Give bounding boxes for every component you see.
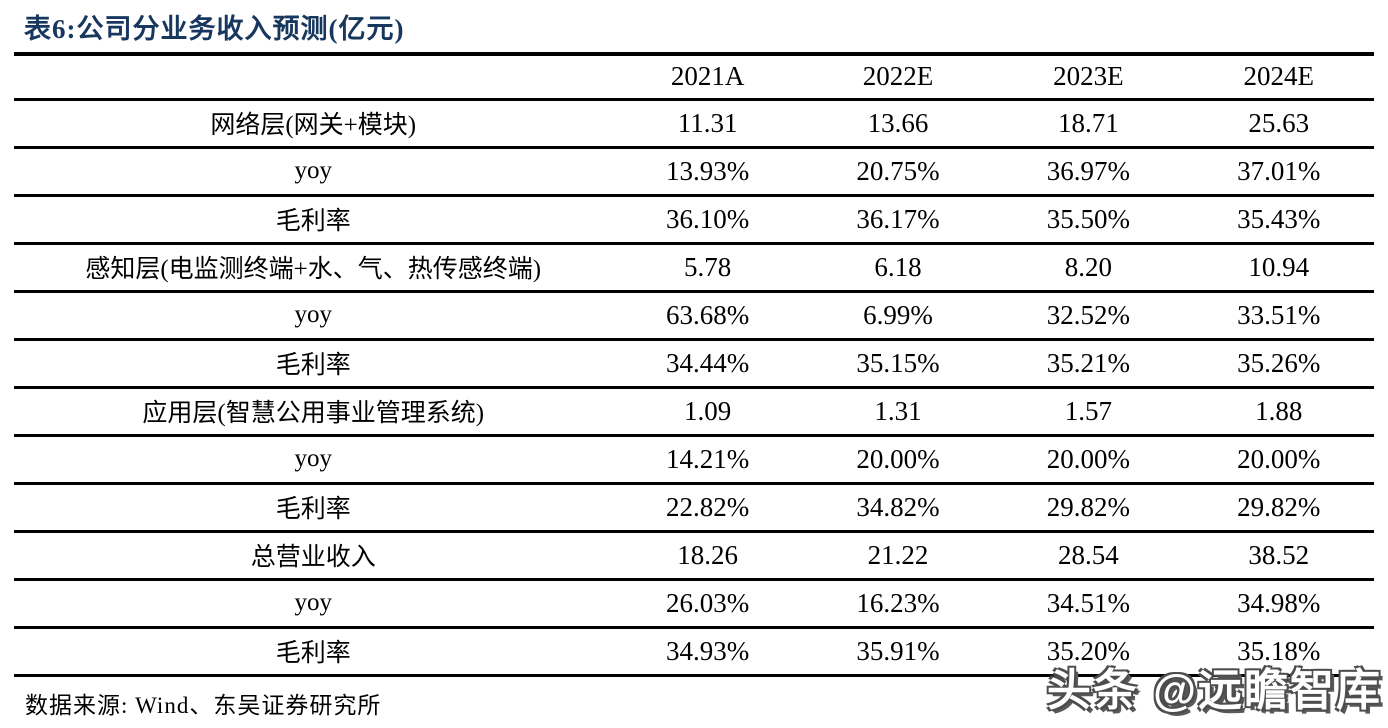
value-cell: 8.20: [1064, 251, 1112, 282]
value-cell: 5.78: [683, 251, 732, 282]
table-row: 毛利率 34.93% 35.91% 35.20% 35.18%: [14, 627, 1374, 675]
value-cell: 22.82%: [665, 491, 750, 522]
watermark: 头条 @远瞻智库: [1046, 666, 1382, 715]
table-body: 网络层(网关+模块) 11.31 13.66 18.71 25.63 yoy 13.93% 2…: [14, 99, 1374, 675]
value-cell: 1.31: [874, 395, 922, 426]
row-label: 网络层(网关+模块): [210, 112, 417, 139]
value-cell: 36.17%: [856, 203, 940, 234]
value-cell: 6.18: [874, 251, 922, 282]
value-cell: 6.99%: [863, 299, 933, 330]
value-cell: 35.20%: [1046, 635, 1130, 666]
row-label: yoy: [294, 589, 332, 616]
value-cell: 28.54: [1058, 539, 1119, 570]
value-cell: 18.71: [1058, 107, 1119, 138]
value-cell: 35.21%: [1046, 347, 1130, 378]
value-cell: 29.82%: [1237, 491, 1321, 522]
header-row: 2021A 2022E 2023E 2024E: [14, 54, 1374, 99]
value-cell: 20.00%: [1046, 443, 1130, 474]
value-cell: 35.43%: [1237, 203, 1321, 234]
value-cell: 34.98%: [1237, 587, 1321, 618]
value-cell: 10.94: [1248, 251, 1310, 282]
value-cell: 13.93%: [665, 155, 750, 186]
header-cell-2023e: 2023E: [1053, 61, 1124, 92]
row-label: 总营业收入: [250, 544, 376, 571]
row-label: 毛利率: [275, 352, 351, 379]
value-cell: 34.82%: [856, 491, 940, 522]
value-cell: 1.09: [683, 395, 732, 426]
value-cell: 34.44%: [665, 347, 750, 378]
table-row: yoy 13.93% 20.75% 36.97% 37.01%: [14, 147, 1374, 195]
value-cell: 34.93%: [665, 635, 750, 666]
row-label: 毛利率: [275, 496, 351, 523]
value-cell: 16.23%: [856, 587, 940, 618]
value-cell: 14.21%: [665, 443, 750, 474]
value-cell: 20.00%: [1237, 443, 1321, 474]
table-row: 毛利率 22.82% 34.82% 29.82% 29.82%: [14, 483, 1374, 531]
data-source: 数据来源: Wind、东吴证券研究所: [25, 693, 382, 718]
table-row: 应用层(智慧公用事业管理系统) 1.09 1.31 1.57 1.88: [14, 387, 1374, 435]
page-title: 表6:公司分业务收入预测(亿元): [24, 14, 405, 44]
value-cell: 20.00%: [856, 443, 940, 474]
revenue-forecast-table: 2021A 2022E 2023E 2024E 网络层(网关+模块) 11.31 1…: [14, 52, 1374, 677]
value-cell: 25.63: [1248, 107, 1310, 138]
table-row: 网络层(网关+模块) 11.31 13.66 18.71 25.63: [14, 99, 1374, 147]
header-cell-label: [14, 54, 612, 99]
value-cell: 36.10%: [665, 203, 750, 234]
row-label: 毛利率: [275, 640, 351, 667]
row-label: yoy: [294, 157, 332, 184]
value-cell: 11.31: [677, 107, 738, 138]
table-row: yoy 63.68% 6.99% 32.52% 33.51%: [14, 291, 1374, 339]
value-cell: 38.52: [1248, 539, 1310, 570]
value-cell: 32.52%: [1046, 299, 1130, 330]
table-row: yoy 26.03% 16.23% 34.51% 34.98%: [14, 579, 1374, 627]
header-cell-2022e: 2022E: [862, 61, 934, 92]
row-label: yoy: [294, 301, 332, 328]
value-cell: 13.66: [867, 107, 929, 138]
value-cell: 35.50%: [1046, 203, 1130, 234]
table-row: yoy 14.21% 20.00% 20.00% 20.00%: [14, 435, 1374, 483]
row-label: 应用层(智慧公用事业管理系统): [142, 400, 485, 427]
value-cell: 29.82%: [1046, 491, 1130, 522]
value-cell: 33.51%: [1237, 299, 1321, 330]
value-cell: 1.88: [1255, 395, 1303, 426]
value-cell: 36.97%: [1046, 155, 1130, 186]
value-cell: 26.03%: [665, 587, 750, 618]
value-cell: 21.22: [867, 539, 929, 570]
row-label: 毛利率: [275, 208, 351, 235]
value-cell: 35.18%: [1237, 635, 1321, 666]
header-cell-2024e: 2024E: [1243, 61, 1315, 92]
row-label: yoy: [294, 445, 332, 472]
value-cell: 1.57: [1064, 395, 1112, 426]
value-cell: 34.51%: [1046, 587, 1130, 618]
value-cell: 18.26: [677, 539, 738, 570]
value-cell: 35.15%: [856, 347, 940, 378]
row-label: 感知层(电监测终端+水、气、热传感终端): [85, 256, 542, 283]
value-cell: 20.75%: [856, 155, 940, 186]
value-cell: 35.91%: [856, 635, 940, 666]
value-cell: 37.01%: [1237, 155, 1321, 186]
table-row: 感知层(电监测终端+水、气、热传感终端) 5.78 6.18 8.20 10.94: [14, 243, 1374, 291]
table-row: 毛利率 34.44% 35.15% 35.21% 35.26%: [14, 339, 1374, 387]
table-row: 毛利率 36.10% 36.17% 35.50% 35.43%: [14, 195, 1374, 243]
header-cell-2021a: 2021A: [670, 61, 745, 92]
table-row: 总营业收入 18.26 21.22 28.54 38.52: [14, 531, 1374, 579]
value-cell: 63.68%: [665, 299, 750, 330]
value-cell: 35.26%: [1237, 347, 1321, 378]
